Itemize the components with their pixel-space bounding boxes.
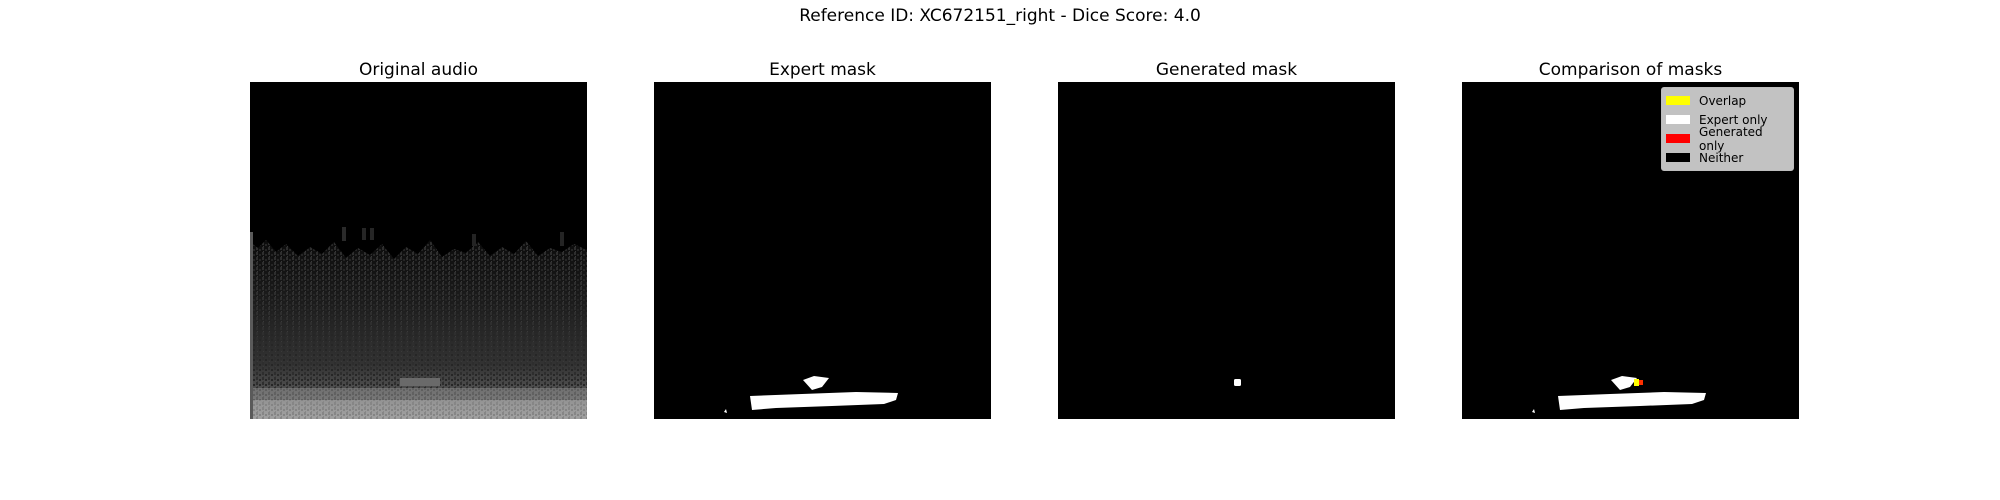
panel-title-original-audio: Original audio: [358, 60, 479, 80]
comparison-panel: Comparison of masks Overlap Expert only …: [1462, 58, 1799, 419]
figure-title: Reference ID: XC672151_right - Dice Scor…: [799, 6, 1201, 26]
legend-swatch-generated-only: [1666, 134, 1690, 143]
generated-mask-region: [1234, 379, 1241, 386]
expert-mask-image: [654, 82, 991, 419]
legend-swatch-neither: [1666, 153, 1690, 162]
legend-swatch-overlap: [1666, 96, 1690, 105]
panel-title-expert-mask: Expert mask: [769, 60, 876, 80]
legend-label-expert-only: Expert only: [1699, 112, 1768, 127]
expert-mask-region-small: [724, 409, 727, 413]
comparison-expert-only-lower: [1558, 392, 1706, 410]
original-audio-panel: Original audio: [250, 58, 587, 419]
legend-item-overlap: Overlap: [1666, 91, 1787, 110]
generated-mask-image: [1058, 82, 1395, 419]
legend-item-generated-only: Generated only: [1666, 125, 1787, 153]
expert-mask-region-upper: [803, 376, 829, 390]
panel-title-generated-mask: Generated mask: [1155, 60, 1298, 80]
expert-mask-region-lower: [750, 392, 898, 410]
legend-item-expert-only: Expert only: [1666, 110, 1787, 129]
comparison-generated-only-region: [1639, 380, 1643, 385]
legend-item-neither: Neither: [1666, 148, 1787, 167]
generated-mask-panel: Generated mask: [1058, 58, 1395, 419]
expert-mask-panel: Expert mask: [654, 58, 991, 419]
legend-label-overlap: Overlap: [1699, 93, 1747, 108]
legend-label-generated-only: Generated only: [1699, 124, 1763, 153]
legend-swatch-expert-only: [1666, 115, 1690, 124]
legend: Overlap Expert only Generated only Neith…: [1661, 87, 1794, 171]
spectrogram-image: [250, 82, 587, 419]
comparison-expert-only-upper: [1611, 376, 1637, 390]
legend-label-neither: Neither: [1699, 150, 1744, 165]
comparison-overlap-region: [1634, 379, 1639, 386]
comparison-expert-only-small: [1532, 409, 1535, 413]
panel-title-comparison: Comparison of masks: [1538, 60, 1723, 80]
